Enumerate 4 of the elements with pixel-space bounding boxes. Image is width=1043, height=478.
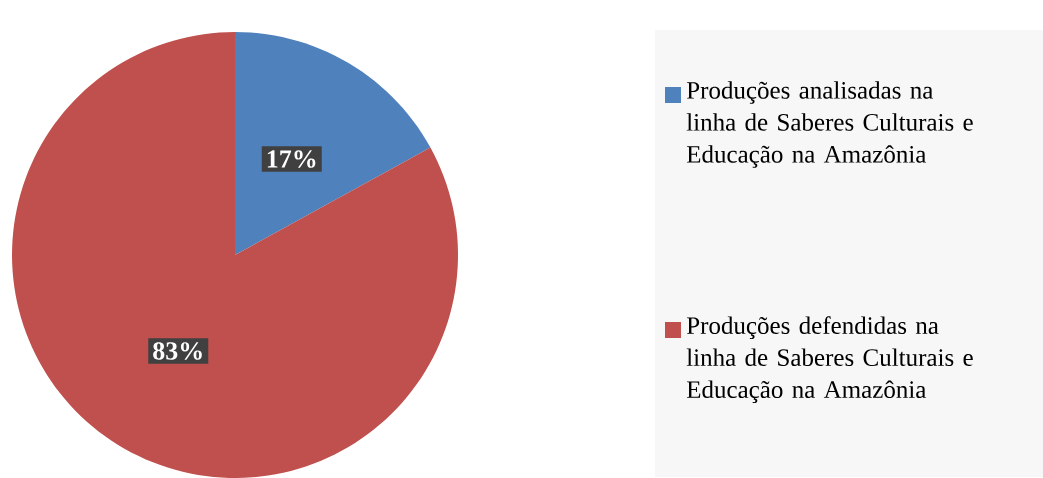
data-label: 83%: [153, 342, 202, 360]
data-label: 17%: [267, 150, 316, 168]
legend-label: Produções defendidas na linha de Saberes Culturais e Educação na Amazônia: [686, 316, 973, 404]
legend-label: Produções analisadas na linha de Saberes Culturais e Educação na Amazônia: [686, 81, 973, 168]
